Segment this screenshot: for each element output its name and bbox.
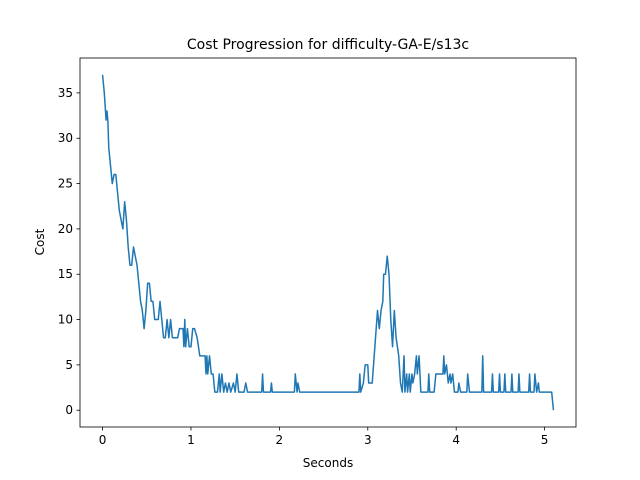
x-tick-label: 3: [364, 433, 372, 447]
y-tick-label: 30: [58, 131, 73, 145]
y-tick-label: 15: [58, 267, 73, 281]
x-axis-label: Seconds: [303, 456, 353, 470]
y-tick-label: 35: [58, 86, 73, 100]
y-tick-label: 0: [65, 403, 73, 417]
y-tick-label: 5: [65, 358, 73, 372]
x-tick-label: 5: [541, 433, 549, 447]
y-axis-label: Cost: [33, 228, 47, 255]
x-tick-label: 1: [187, 433, 195, 447]
chart-title: Cost Progression for difficulty-GA-E/s13…: [187, 37, 469, 53]
y-tick-label: 25: [58, 177, 73, 191]
x-tick-label: 0: [99, 433, 107, 447]
axes-frame: [79, 57, 577, 428]
y-tick-label: 20: [58, 222, 73, 236]
x-tick-label: 2: [276, 433, 284, 447]
y-tick-label: 10: [58, 313, 73, 327]
data-line: [101, 74, 555, 411]
x-tick-label: 4: [452, 433, 460, 447]
